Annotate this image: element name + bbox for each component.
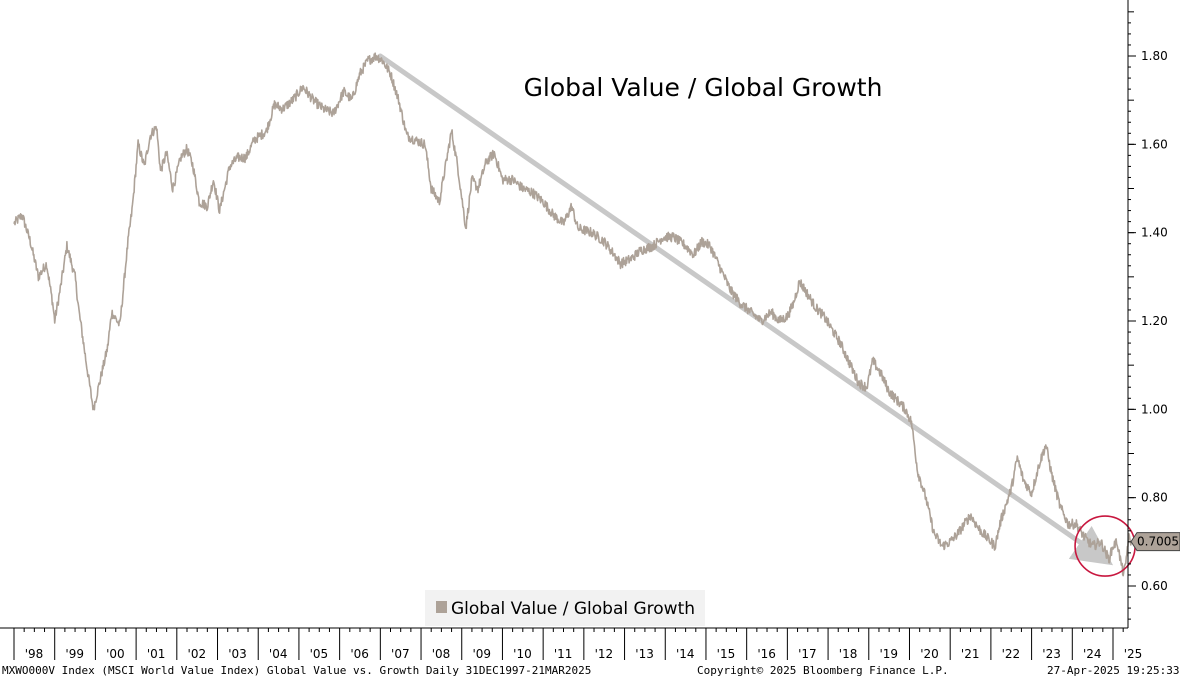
x-tick-label: '10 <box>513 647 532 661</box>
x-tick-label: '01 <box>147 647 166 661</box>
x-tick-label: '17 <box>798 647 817 661</box>
x-tick-label: '15 <box>717 647 736 661</box>
x-tick-label: '23 <box>1042 647 1061 661</box>
x-tick-label: '09 <box>472 647 491 661</box>
x-tick-label: '25 <box>1124 647 1143 661</box>
legend: Global Value / Global Growth <box>425 590 705 626</box>
x-tick-label: '19 <box>879 647 898 661</box>
x-tick-label: '00 <box>106 647 125 661</box>
x-tick-label: '20 <box>920 647 939 661</box>
last-value-badge: 0.7005 <box>1130 532 1180 552</box>
chart-title: Global Value / Global Growth <box>524 73 883 102</box>
x-tick-label: '11 <box>554 647 573 661</box>
x-tick-label: '99 <box>65 647 84 661</box>
x-tick-label: '05 <box>310 647 329 661</box>
y-tick-label: 1.60 <box>1141 137 1168 151</box>
footer-timestamp: 27-Apr-2025 19:25:33 <box>1047 664 1180 677</box>
x-tick-label: '24 <box>1083 647 1102 661</box>
x-tick-label: '12 <box>595 647 614 661</box>
y-tick-label: 0.80 <box>1141 491 1168 505</box>
legend-entry-value-growth: Global Value / Global Growth <box>451 599 695 619</box>
last-value-label: 0.7005 <box>1137 535 1179 549</box>
x-tick-label: '18 <box>839 647 858 661</box>
x-tick-label: '08 <box>432 647 451 661</box>
x-tick-label: '04 <box>269 647 288 661</box>
x-tick-label: '21 <box>961 647 980 661</box>
x-tick-label: '02 <box>188 647 207 661</box>
y-tick-label: 1.80 <box>1141 49 1168 63</box>
y-tick-label: 1.40 <box>1141 226 1168 240</box>
x-tick-label: '98 <box>25 647 44 661</box>
x-tick-label: '16 <box>757 647 776 661</box>
x-tick-label: '22 <box>1002 647 1021 661</box>
footer-copyright: Copyright© 2025 Bloomberg Finance L.P. <box>697 664 949 677</box>
y-tick-label: 1.20 <box>1141 314 1168 328</box>
x-tick-label: '07 <box>391 647 410 661</box>
x-tick-label: '06 <box>350 647 369 661</box>
series-line-value-growth <box>13 52 1133 577</box>
y-tick-label: 0.60 <box>1141 579 1168 593</box>
legend-swatch <box>436 601 447 613</box>
x-tick-label: '13 <box>635 647 654 661</box>
x-tick-label: '14 <box>676 647 695 661</box>
footer-source: MXWO000V Index (MSCI World Value Index) … <box>2 664 592 677</box>
y-tick-label: 1.00 <box>1141 402 1168 416</box>
x-tick-label: '03 <box>228 647 247 661</box>
